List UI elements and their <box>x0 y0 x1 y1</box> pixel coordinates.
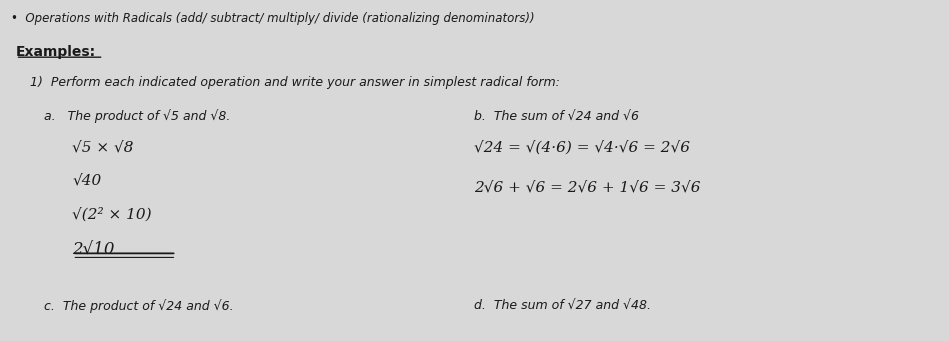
Text: √5 × √8: √5 × √8 <box>72 140 134 154</box>
Text: 2√6 + √6 = 2√6 + 1√6 = 3√6: 2√6 + √6 = 2√6 + 1√6 = 3√6 <box>474 181 701 195</box>
Text: a.   The product of √5 and √8.: a. The product of √5 and √8. <box>44 109 231 123</box>
Text: 2√10: 2√10 <box>72 241 115 258</box>
Text: d.  The sum of √27 and √48.: d. The sum of √27 and √48. <box>474 299 652 312</box>
Text: •  Operations with Radicals (add/ subtract/ multiply/ divide (rationalizing deno: • Operations with Radicals (add/ subtrac… <box>10 12 534 25</box>
Text: √40: √40 <box>72 174 102 188</box>
Text: c.  The product of √24 and √6.: c. The product of √24 and √6. <box>44 299 233 313</box>
Text: 1)  Perform each indicated operation and write your answer in simplest radical f: 1) Perform each indicated operation and … <box>29 76 560 89</box>
Text: Examples:: Examples: <box>15 45 96 59</box>
Text: √(2² × 10): √(2² × 10) <box>72 208 152 222</box>
Text: √24 = √(4·6) = √4·√6 = 2√6: √24 = √(4·6) = √4·√6 = 2√6 <box>474 140 691 154</box>
Text: b.  The sum of √24 and √6: b. The sum of √24 and √6 <box>474 109 640 123</box>
